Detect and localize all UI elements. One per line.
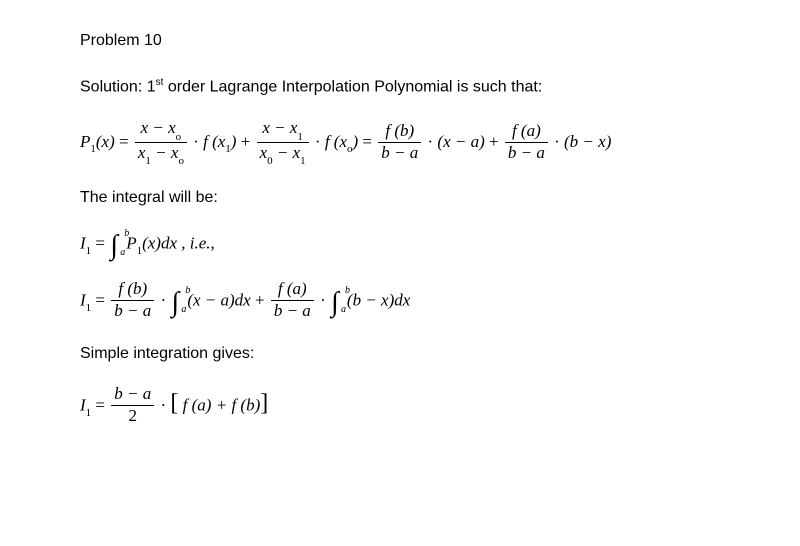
eq1-lhs-sub: 1	[90, 143, 96, 155]
eq2-eq: =	[95, 234, 109, 253]
equation-p1: P1(x) = x − xo x1 − xo · f (x1) + x − x1…	[80, 119, 720, 165]
eq2-int-lb: a	[120, 246, 125, 260]
eq1-dot2: ·	[315, 132, 325, 151]
eq1-frac-fb: f (b) b − a	[378, 122, 421, 162]
eq3-int1-ub: b	[185, 284, 190, 298]
eq1-fx1-close: )	[231, 132, 237, 151]
eq4-eq: =	[95, 395, 109, 414]
eq2-Psub: 1	[137, 245, 143, 257]
integral-icon: ∫	[171, 289, 179, 317]
eq1-lhs-arg: (x)	[96, 132, 115, 151]
eq1-dot4: ·	[554, 132, 564, 151]
eq1-frac1-num-a: x − x	[141, 118, 176, 137]
eq1-fa-num: f (a)	[505, 122, 548, 143]
mid-text-1: The integral will be:	[80, 187, 720, 209]
mid-text-2: Simple integration gives:	[80, 343, 720, 365]
eq1-frac2-num-sub: 1	[297, 131, 303, 143]
eq3-fa-num: f (a)	[271, 280, 314, 301]
eq1-plus2: +	[489, 132, 503, 151]
eq3-int1-body: (x − a)dx	[187, 291, 250, 310]
eq3-integral-2: ∫ b a	[331, 286, 339, 315]
eq1-term-bx: (b − x)	[564, 132, 611, 151]
eq1-lhs-P: P	[80, 132, 90, 151]
eq1-fb-den: b − a	[378, 143, 421, 163]
eq1-frac2-den-s1: 0	[267, 155, 273, 167]
integral-icon: ∫	[331, 289, 339, 317]
eq1-fxo-close: )	[353, 132, 359, 151]
eq2-integral: ∫ b a	[110, 229, 118, 258]
eq3-fb-den: b − a	[111, 301, 154, 321]
eq3-plus: +	[255, 291, 269, 310]
eq1-equals-2: =	[362, 132, 376, 151]
eq1-dot1: ·	[193, 132, 203, 151]
eq1-term-xa: (x − a)	[437, 132, 484, 151]
equation-i1-expanded: I1 = f (b) b − a · ∫ b a (x − a)dx + f (…	[80, 280, 720, 320]
eq1-frac1-den-s1: 1	[145, 155, 151, 167]
eq4-body: f (a) + f (b)	[183, 395, 261, 414]
eq1-fx1: f (x	[203, 132, 225, 151]
eq1-fb-num: f (b)	[378, 122, 421, 143]
eq4-num: b − a	[111, 385, 154, 406]
eq1-frac1: x − xo x1 − xo	[135, 119, 187, 165]
eq3-int2-body: (b − x)dx	[347, 291, 410, 310]
intro-prefix: Solution: 1	[80, 79, 156, 96]
eq4-den: 2	[111, 406, 154, 426]
eq1-frac2-den-a: x	[260, 143, 268, 162]
problem-title: Problem 10	[80, 30, 720, 52]
eq2-tail: , i.e.,	[181, 234, 215, 253]
eq3-Isub: 1	[86, 302, 92, 314]
eq3-integral-1: ∫ b a	[171, 286, 179, 315]
eq1-frac2: x − x1 x0 − x1	[257, 119, 309, 165]
eq4-I: I	[80, 395, 86, 414]
eq3-fb-num: f (b)	[111, 280, 154, 301]
eq1-equals-1: =	[119, 132, 133, 151]
eq3-int2-ub: b	[345, 284, 350, 298]
intro-suffix: order Lagrange Interpolation Polynomial …	[163, 79, 542, 96]
eq1-fa-den: b − a	[505, 143, 548, 163]
solution-intro: Solution: 1st order Lagrange Interpolati…	[80, 76, 720, 99]
eq1-frac-fa: f (a) b − a	[505, 122, 548, 162]
eq3-dot2: ·	[320, 291, 330, 310]
eq2-I: I	[80, 234, 86, 253]
eq1-fxo-sub: o	[347, 143, 353, 155]
eq3-I: I	[80, 291, 86, 310]
eq1-frac2-num-a: x − x	[262, 118, 297, 137]
equation-i1-result: I1 = b − a 2 · [ f (a) + f (b)]	[80, 385, 720, 425]
eq1-fx1-sub: 1	[225, 143, 231, 155]
eq1-fxo: f (x	[325, 132, 347, 151]
eq3-int2-lb: a	[341, 303, 346, 317]
eq1-frac1-den-s2: o	[178, 155, 184, 167]
eq4-dot: ·	[161, 395, 171, 414]
eq4-rbracket: ]	[260, 387, 268, 421]
eq3-frac-fa: f (a) b − a	[271, 280, 314, 320]
eq2-int-ub: b	[124, 227, 129, 241]
eq3-dot1: ·	[161, 291, 171, 310]
equation-i1-def: I1 = ∫ b a P1(x)dx , i.e.,	[80, 229, 720, 258]
eq1-frac2-den-mid: − x	[273, 143, 301, 162]
eq4-frac: b − a 2	[111, 385, 154, 425]
eq3-int1-lb: a	[181, 303, 186, 317]
eq3-eq: =	[95, 291, 109, 310]
integral-icon: ∫	[110, 232, 118, 260]
eq1-dot3: ·	[428, 132, 438, 151]
eq1-frac1-den-mid: − x	[151, 143, 179, 162]
eq3-frac-fb: f (b) b − a	[111, 280, 154, 320]
eq4-lbracket: [	[170, 387, 178, 421]
document-page: Problem 10 Solution: 1st order Lagrange …	[0, 0, 800, 477]
eq1-plus1: +	[241, 132, 255, 151]
eq4-Isub: 1	[86, 407, 92, 419]
eq1-frac2-den-s2: 1	[300, 155, 306, 167]
eq3-fa-den: b − a	[271, 301, 314, 321]
eq1-frac1-num-sub: o	[176, 131, 182, 143]
eq2-rest: (x)dx	[142, 234, 177, 253]
eq2-Isub: 1	[86, 245, 92, 257]
